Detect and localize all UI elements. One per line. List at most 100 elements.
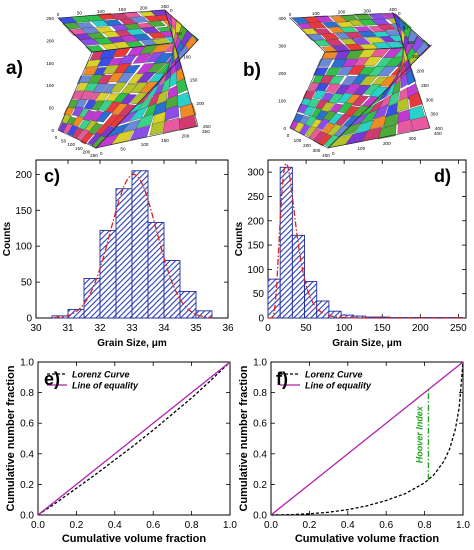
cube-tick-label: 0 <box>57 12 60 17</box>
cube-tick-label: 0 <box>287 133 290 138</box>
grain-cell <box>91 100 107 111</box>
cube-tick-label: 200 <box>196 101 204 106</box>
cube-tick-label: 350 <box>430 112 438 117</box>
grain-cell <box>80 90 94 100</box>
x-tick-label: 0.2 <box>302 520 316 531</box>
cube-tick-label: 150 <box>46 61 54 66</box>
cube-tick-label: 50 <box>177 31 183 36</box>
line-of-equality <box>270 361 464 516</box>
grain-cell <box>174 55 183 72</box>
grain-cell <box>359 109 379 125</box>
grain-cell <box>146 20 167 28</box>
bars <box>51 170 213 319</box>
panel-label-b: b) <box>243 60 261 81</box>
grain-cell <box>344 31 364 39</box>
grain-cell <box>78 119 91 131</box>
y-tick-label: 100 <box>15 242 32 253</box>
grain-cube-a: 0 50 100 150 200 2500501001502002502502001501… <box>46 4 211 158</box>
histogram-bar <box>195 310 213 319</box>
cube-tick-label: 50 <box>77 10 83 15</box>
grain-cell <box>383 112 400 128</box>
grain-cell <box>377 86 391 102</box>
grain-cell <box>324 39 345 46</box>
x-tick-label: 50 <box>301 323 313 334</box>
histogram-bar <box>291 234 306 319</box>
cube-tick-label: 50 <box>120 147 126 152</box>
cube-tick-label: 0 <box>332 151 335 156</box>
grain-cell <box>80 132 94 145</box>
grain-cell <box>305 33 326 41</box>
grain-cell <box>352 84 372 96</box>
y-tick-label: 0.8 <box>253 388 267 399</box>
grain-cell <box>320 51 338 61</box>
face-outline <box>327 12 431 149</box>
grain-cell <box>72 115 85 127</box>
histogram-bar <box>147 222 165 319</box>
cube-tick-label: 100 <box>312 11 320 16</box>
y-axis-label: Cumulative number fraction <box>238 365 250 511</box>
grain-cell <box>111 129 135 145</box>
grain-cell <box>320 33 340 40</box>
cube-tick-label: 0 <box>283 126 286 131</box>
panel-label-d: d) <box>434 166 451 186</box>
grain-cell <box>306 21 327 29</box>
panel-label-f: f) <box>276 369 288 389</box>
grain-cell <box>328 93 344 104</box>
grain-cell <box>164 105 180 121</box>
y-tick-label: 0 <box>26 314 32 325</box>
cube-tick-label: 300 <box>363 8 371 13</box>
cube-tick-label: 200 <box>338 10 346 15</box>
cube-tick-label: 100 <box>358 146 366 151</box>
x-tick-label: 200 <box>412 323 429 334</box>
legend-label: Lorenz Curve <box>305 370 363 380</box>
y-axis-label: Counts <box>2 221 13 256</box>
cube-tick-label: 0 <box>100 151 103 156</box>
cube-tick-label: 250 <box>161 4 169 9</box>
cube-tick-label: 100 <box>407 40 415 45</box>
x-tick-label: 0.0 <box>264 520 278 531</box>
grain-cell <box>351 95 370 107</box>
face-outline <box>95 9 199 149</box>
legend-label: Line of equality <box>72 381 139 391</box>
cube-tick-label: 200 <box>46 38 54 43</box>
lorenz-curve-line <box>270 361 464 516</box>
x-tick-label: 0.8 <box>185 520 199 531</box>
grain-cell <box>294 121 305 133</box>
histogram-bar <box>316 300 330 319</box>
grain-cell <box>339 121 363 137</box>
histogram-bar <box>115 188 133 319</box>
grain-cell <box>362 56 383 66</box>
x-axis-label: Grain Size, μm <box>97 338 167 349</box>
grain-cell <box>406 69 416 86</box>
cube-tick-label: 0 <box>289 12 292 17</box>
x-tick-label: 34 <box>158 323 170 334</box>
cube-tick-label: 300 <box>313 148 321 153</box>
grain-cell <box>357 30 378 38</box>
histogram-c: 30 31 32 33 34 35 36 0 50 100 150 200 Grain Size, μm… <box>2 159 234 349</box>
x-tick-label: 0.2 <box>69 520 83 531</box>
cube-tick-label: 250 <box>421 83 429 88</box>
cube-tick-label: 300 <box>278 44 286 49</box>
grain-cell <box>342 106 360 118</box>
grain-cell <box>116 72 135 83</box>
cube-tick-label: 0 <box>398 11 401 16</box>
cube-tick-label: 100 <box>97 9 105 14</box>
x-tick-label: 1.0 <box>456 520 470 531</box>
grain-cell <box>337 102 354 114</box>
x-tick-label: 33 <box>126 323 138 334</box>
cube-tick-label: 400 <box>435 126 443 131</box>
y-tick-label: 1.0 <box>253 358 267 369</box>
grain-cell <box>145 62 167 74</box>
x-tick-label: 31 <box>62 323 74 334</box>
cube-tick-label: 200 <box>182 133 190 138</box>
grain-cell <box>372 104 389 120</box>
y-tick-label: 0.4 <box>253 449 267 460</box>
histogram-bar <box>99 229 117 319</box>
y-tick-label: 0.2 <box>253 480 267 491</box>
y-tick-label: 150 <box>15 206 32 217</box>
hoover-index-label: Hoover Index <box>414 405 424 463</box>
grain-cell <box>334 114 352 126</box>
x-tick-label: 0.8 <box>418 520 432 531</box>
